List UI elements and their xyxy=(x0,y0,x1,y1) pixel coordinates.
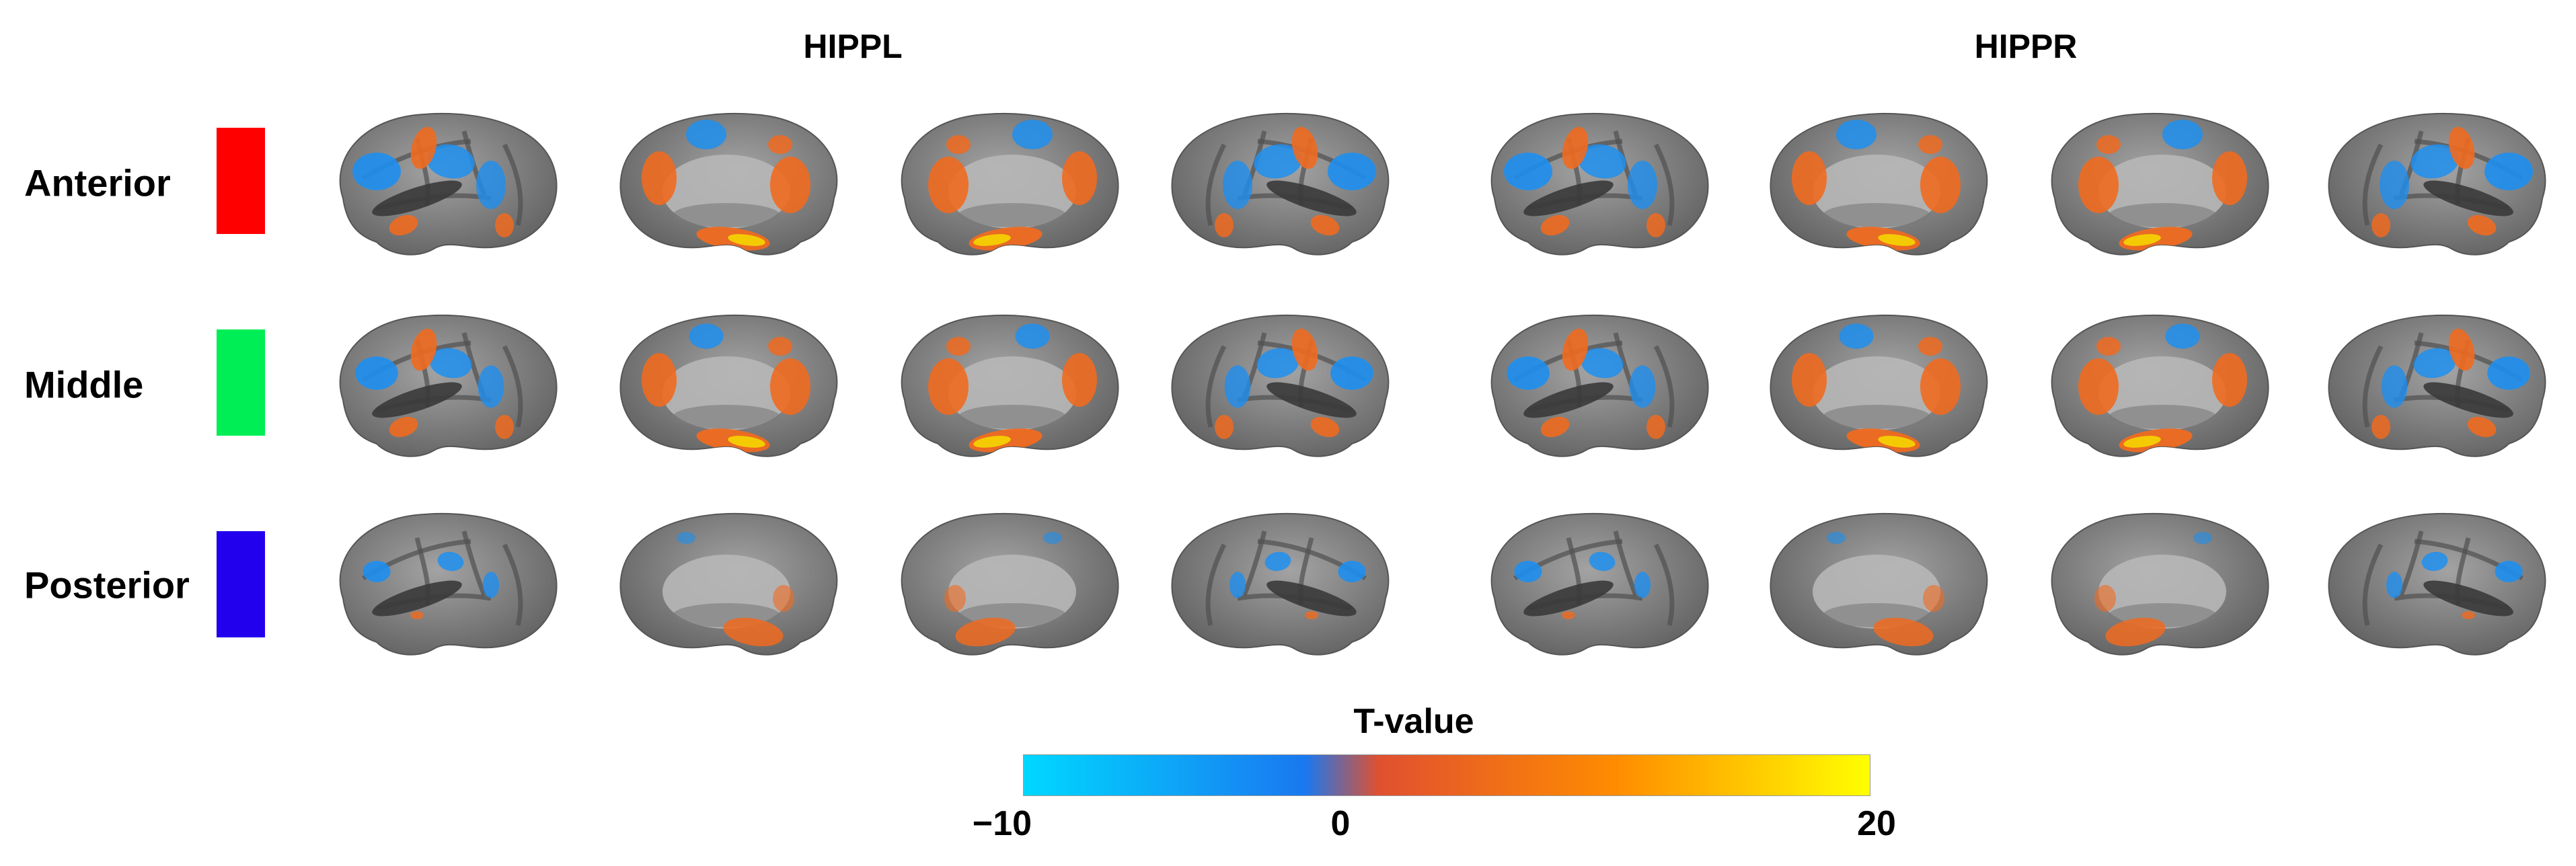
brain-anterior-hippr-lateral-4 xyxy=(2328,112,2546,255)
brain-middle-hippr-medial-3 xyxy=(2051,314,2269,457)
brain-middle-hippr-lateral-1 xyxy=(1490,314,1709,457)
colorbar-zero-label: 0 xyxy=(1330,804,1351,843)
colorbar-max-label: 20 xyxy=(1857,804,1896,843)
brain-anterior-hippr-medial-2 xyxy=(1770,112,1988,255)
brain-posterior-hippr-medial-3 xyxy=(2051,512,2269,656)
brain-middle-hippl-lateral-1 xyxy=(339,314,558,457)
colorbar xyxy=(1023,754,1870,796)
column-title-right: HIPPR xyxy=(1974,28,2078,65)
row-color-posterior xyxy=(217,531,265,637)
row-label-anterior: Anterior xyxy=(24,161,171,204)
brain-posterior-hippl-lateral-4 xyxy=(1171,512,1390,656)
row-label-posterior: Posterior xyxy=(24,563,190,606)
brain-posterior-hippl-medial-3 xyxy=(901,512,1119,656)
brain-anterior-hippl-lateral-1 xyxy=(339,112,558,255)
brain-middle-hippr-medial-2 xyxy=(1770,314,1988,457)
brain-anterior-hippl-medial-2 xyxy=(619,112,838,255)
brain-posterior-hippl-medial-2 xyxy=(619,512,838,656)
brain-middle-hippr-lateral-4 xyxy=(2328,314,2546,457)
brain-anterior-hippl-lateral-4 xyxy=(1171,112,1390,255)
colorbar-title: T-value xyxy=(1353,702,1474,741)
brain-middle-hippl-medial-2 xyxy=(619,314,838,457)
row-color-anterior xyxy=(217,128,265,234)
brain-posterior-hippr-medial-2 xyxy=(1770,512,1988,656)
row-label-middle: Middle xyxy=(24,363,144,406)
brain-posterior-hippr-lateral-4 xyxy=(2328,512,2546,656)
column-title-left: HIPPL xyxy=(803,28,903,65)
brain-middle-hippl-medial-3 xyxy=(901,314,1119,457)
row-color-middle xyxy=(217,329,265,436)
colorbar-min-label: −10 xyxy=(972,804,1032,843)
brain-posterior-hippr-lateral-1 xyxy=(1490,512,1709,656)
brain-anterior-hippl-medial-3 xyxy=(901,112,1119,255)
brain-anterior-hippr-lateral-1 xyxy=(1490,112,1709,255)
brain-anterior-hippr-medial-3 xyxy=(2051,112,2269,255)
brain-posterior-hippl-lateral-1 xyxy=(339,512,558,656)
brain-middle-hippl-lateral-4 xyxy=(1171,314,1390,457)
